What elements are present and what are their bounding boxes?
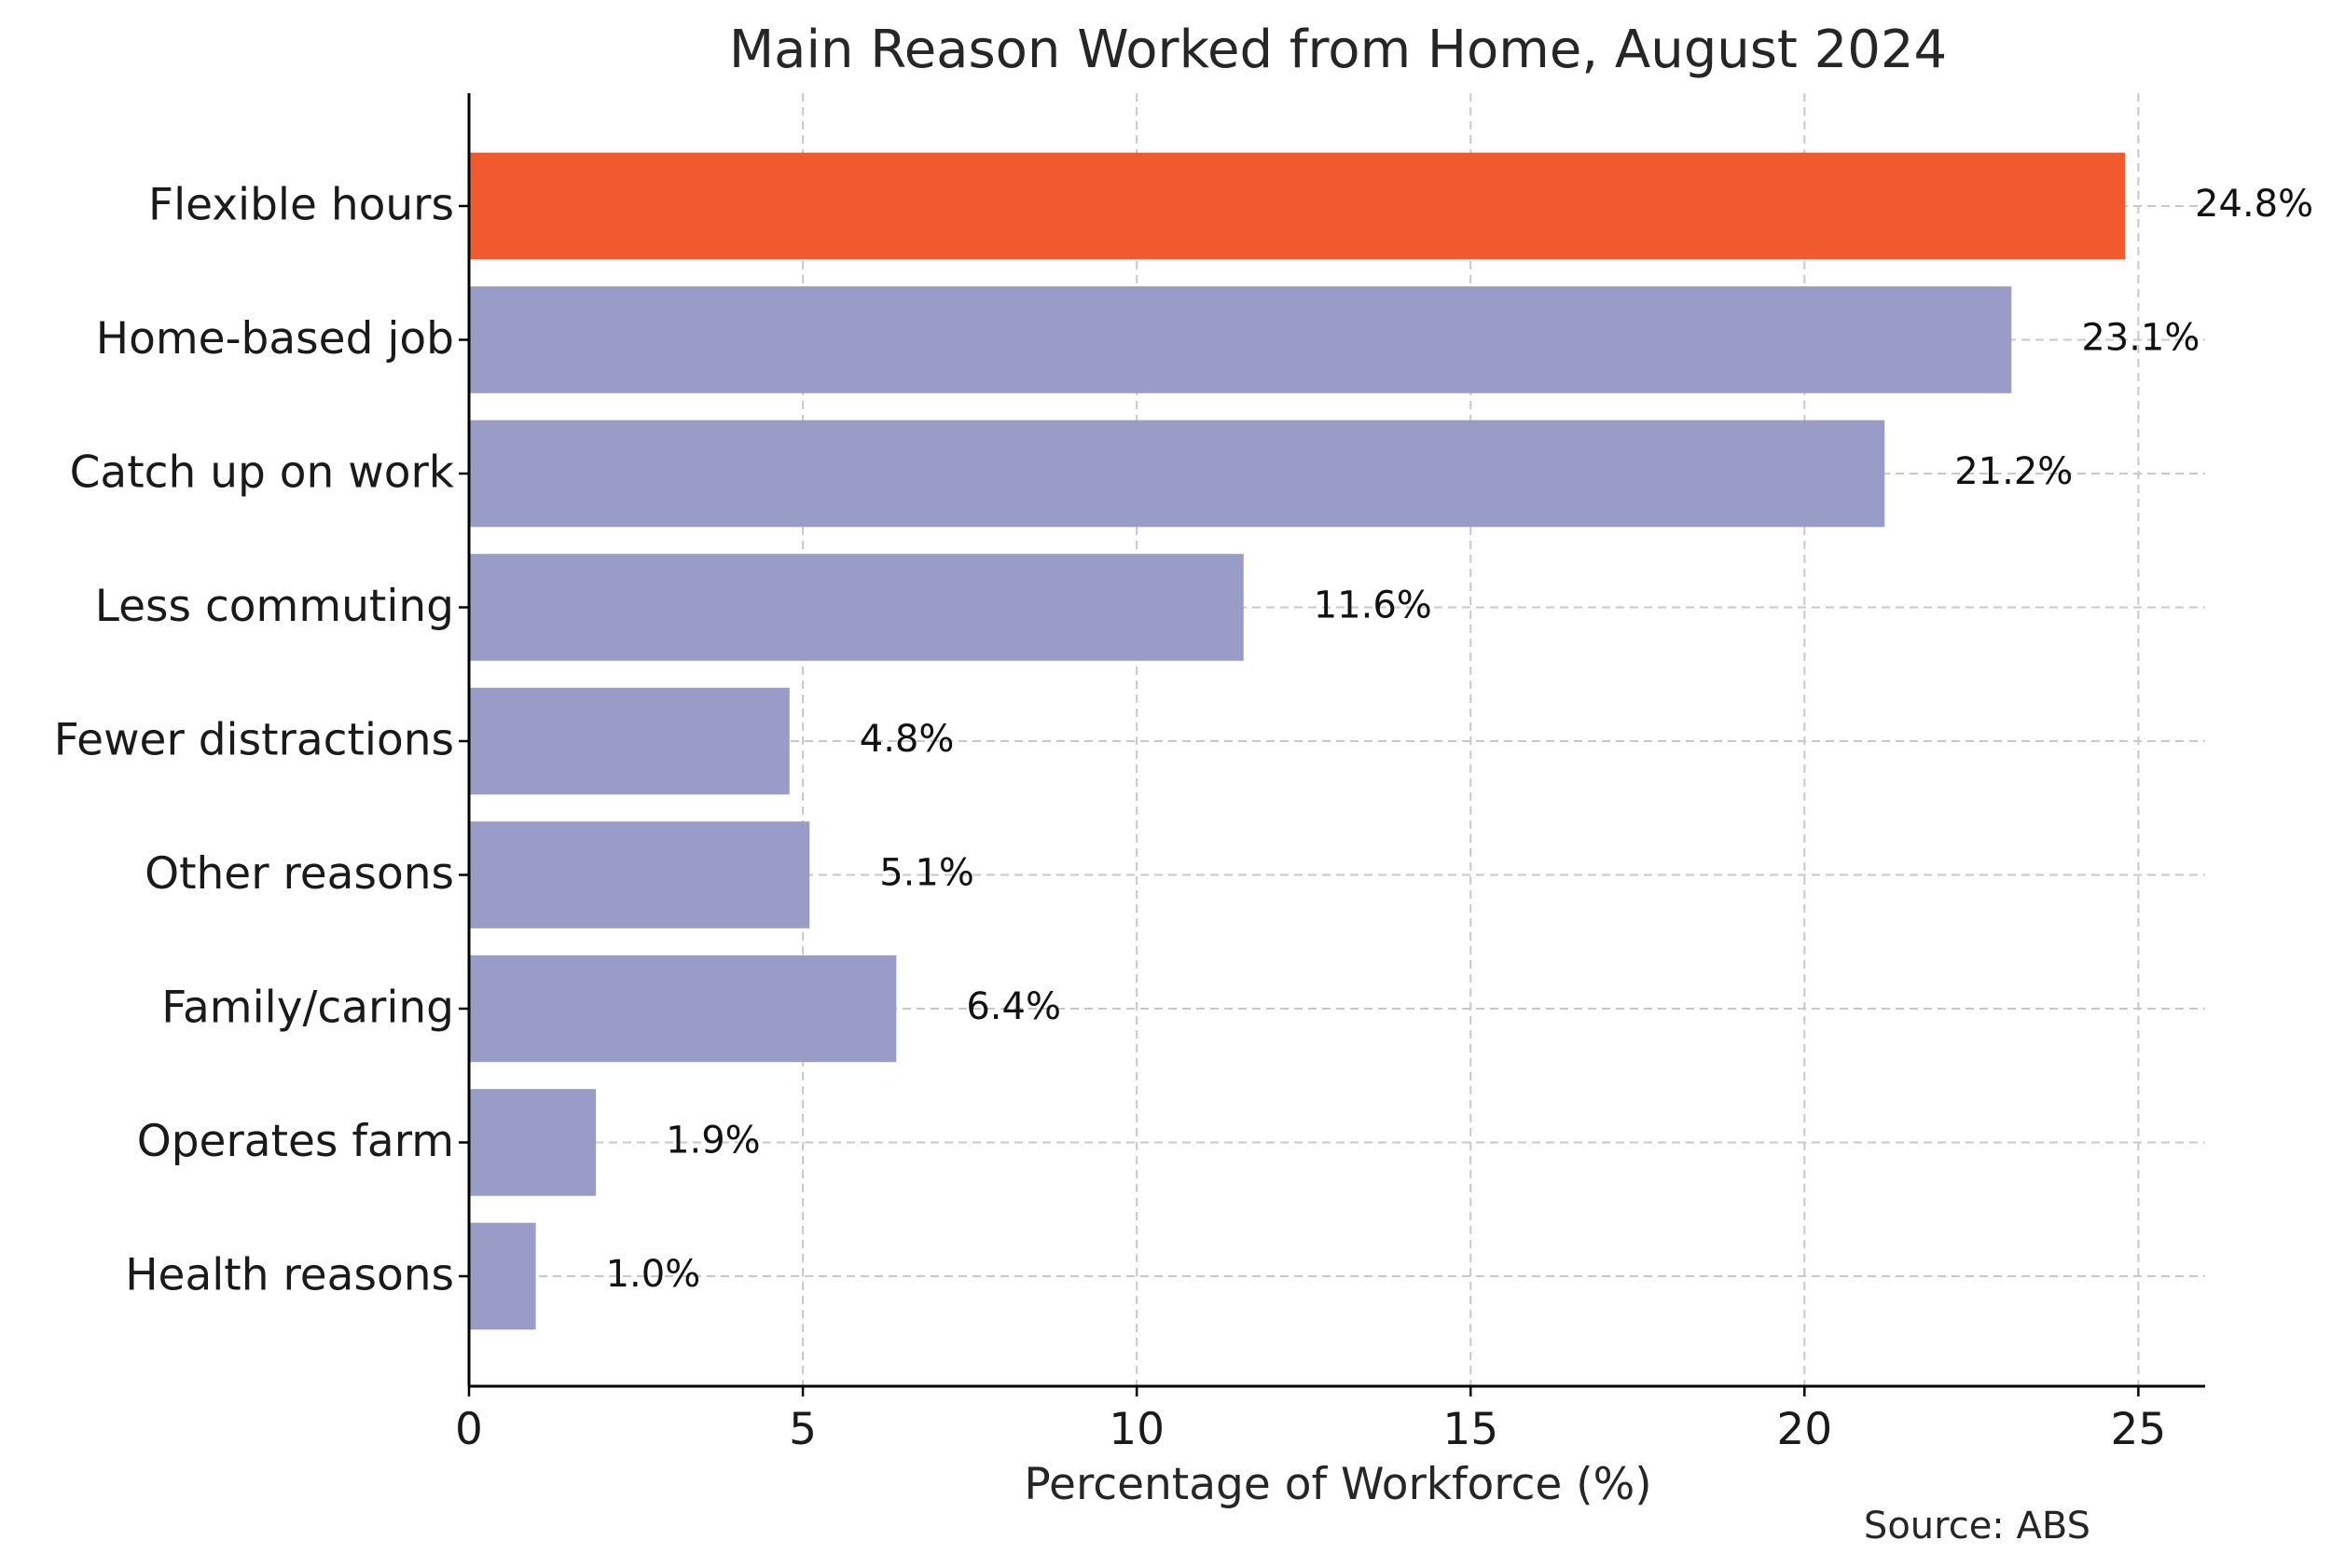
category-label-5: Other reasons bbox=[145, 848, 454, 900]
chart-title: Main Reason Worked from Home, August 202… bbox=[729, 20, 1947, 80]
bar-1 bbox=[469, 286, 2012, 393]
value-label-0: 24.8% bbox=[2195, 183, 2313, 226]
x-tick-label-5: 5 bbox=[789, 1404, 817, 1455]
category-label-6: Family/caring bbox=[161, 983, 454, 1034]
x-tick-label-15: 15 bbox=[1442, 1404, 1498, 1455]
bar-6 bbox=[469, 955, 897, 1063]
value-label-6: 6.4% bbox=[966, 985, 1061, 1028]
category-labels: Flexible hours Home-based job Catch up on … bbox=[54, 180, 455, 1301]
value-label-1: 23.1% bbox=[2081, 317, 2200, 360]
bar-2 bbox=[469, 420, 1885, 528]
bar-4 bbox=[469, 687, 790, 795]
value-labels: 24.8% 23.1% 21.2% 11.6% 4.8% 5.1% 6.4% 1.9% 1.0% bbox=[606, 183, 2314, 1296]
category-label-1: Home-based job bbox=[96, 313, 454, 364]
value-label-2: 21.2% bbox=[1954, 450, 2073, 493]
value-label-7: 1.9% bbox=[666, 1120, 761, 1162]
category-label-8: Health reasons bbox=[125, 1250, 454, 1301]
category-label-4: Fewer distractions bbox=[54, 715, 454, 766]
x-ticks: 0 5 10 15 20 25 bbox=[455, 1386, 2166, 1455]
x-tick-label-25: 25 bbox=[2110, 1404, 2166, 1455]
bars bbox=[469, 152, 2126, 1330]
value-label-5: 5.1% bbox=[879, 852, 974, 895]
bar-3 bbox=[469, 554, 1244, 661]
category-label-0: Flexible hours bbox=[148, 180, 454, 231]
x-tick-label-10: 10 bbox=[1109, 1404, 1165, 1455]
x-axis-label: Percentage of Workforce (%) bbox=[1024, 1459, 1651, 1510]
bar-7 bbox=[469, 1089, 597, 1196]
category-label-2: Catch up on work bbox=[70, 447, 455, 499]
value-label-3: 11.6% bbox=[1314, 585, 1432, 627]
x-tick-label-20: 20 bbox=[1776, 1404, 1832, 1455]
x-tick-label-0: 0 bbox=[455, 1404, 483, 1455]
category-label-3: Less commuting bbox=[95, 581, 454, 632]
bar-8 bbox=[469, 1222, 536, 1330]
bar-0 bbox=[469, 152, 2126, 260]
value-label-4: 4.8% bbox=[860, 718, 955, 761]
axes bbox=[459, 93, 2205, 1388]
source-note: Source: ABS bbox=[1864, 1505, 2090, 1547]
category-label-7: Operates farm bbox=[137, 1116, 454, 1167]
bar-5 bbox=[469, 821, 810, 928]
value-label-8: 1.0% bbox=[606, 1253, 701, 1296]
